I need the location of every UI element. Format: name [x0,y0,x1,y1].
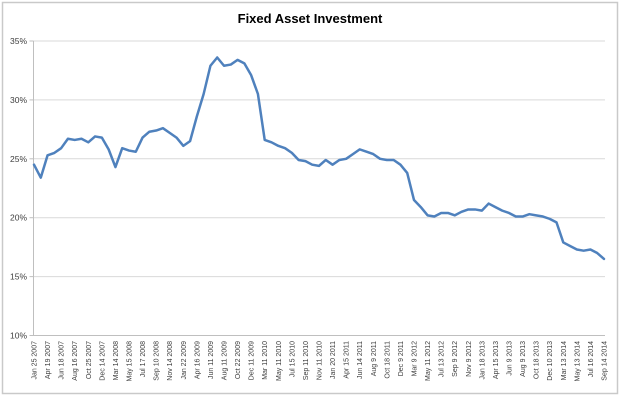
x-axis-tick-label: Sep 14 2014 [602,341,609,381]
x-axis-tick-label: Apr 19 2007 [45,341,52,379]
axes [29,40,605,336]
gridlines [33,40,605,278]
x-axis-tick-label: May 11 2010 [276,341,283,381]
x-axis-tick-label: Apr 16 2009 [194,341,201,379]
x-axis-tick-label: Jun 9 2013 [507,341,514,376]
x-axis-tick-label: Aug 9 2013 [520,341,527,377]
x-axis-tick-label: May 13 2014 [574,341,581,382]
x-axis-tick-label: Jan 22 2009 [181,341,188,380]
x-axis-tick-label: Jan 18 2013 [479,341,486,380]
x-axis-tick-label: Dec 14 2007 [99,341,106,381]
x-axis-tick-label: Jul 13 2012 [439,341,446,377]
y-axis-tick-label: 35% [10,36,27,46]
x-axis-tick-label: Jan 20 2011 [330,341,337,379]
x-axis-tick-label: May 15 2008 [127,341,134,382]
x-axis-tick-label: Nov 14 2008 [167,341,174,381]
x-axis-tick-label: Dec 9 2011 [398,341,405,376]
x-axis-tick-label: Oct 22 2009 [235,341,242,379]
x-axis-labels: Jan 25 2007 Apr 19 2007 Jun 18 2007 Aug 16 … [32,341,609,382]
y-axis-tick-label: 15% [10,272,27,282]
x-axis-tick-label: Jun 11 2009 [208,341,215,379]
x-axis-tick-label: Jun 18 2007 [59,341,66,380]
x-axis-tick-label: Aug 9 2011 [371,341,378,376]
x-axis-tick-label: May 11 2012 [425,341,432,381]
x-axis-tick-label: Aug 16 2007 [72,341,79,381]
x-axis-tick-label: Jun 14 2011 [357,341,364,379]
x-axis-tick-label: Nov 11 2010 [317,341,324,380]
x-axis-tick-label: Oct 18 2013 [534,341,541,379]
y-axis-tick-label: 30% [10,95,27,105]
x-axis-tick-label: Dec 11 2009 [249,341,256,380]
y-axis-tick-label: 10% [10,331,27,341]
y-axis-tick-label: 25% [10,154,27,164]
chart-border [1,1,619,395]
x-axis-tick-label: Dec 10 2013 [547,341,554,381]
x-axis-tick-label: Mar 11 2010 [262,341,269,380]
series-line-fixed-asset-investment [32,56,606,261]
x-axis-tick-label: Oct 25 2007 [86,341,93,379]
x-axis-tick-label: Jul 15 2010 [289,341,296,377]
x-axis-tick-label: Jul 16 2014 [588,341,595,377]
x-axis-tick-label: Apr 15 2013 [493,341,500,379]
x-axis-tick-label: Apr 15 2011 [344,341,351,379]
x-axis-tick-label: Sep 9 2012 [452,341,459,377]
x-axis-tick-label: Mar 14 2008 [113,341,120,380]
x-axis-tick-label: Aug 11 2009 [222,341,229,380]
x-axis-tick-label: Nov 9 2012 [466,341,473,377]
x-axis-tick-label: Jan 25 2007 [32,341,39,380]
x-axis-tick-label: Oct 18 2011 [384,341,391,379]
x-axis-tick-label: Mar 13 2014 [561,341,568,380]
y-axis-labels: 10% 15% 20% 25% 30% 35% [10,36,27,341]
chart-title: Fixed Asset Investment [238,11,383,26]
y-axis-tick-label: 20% [10,213,27,223]
x-axis-tick-label: Jul 17 2008 [140,341,147,377]
x-axis-tick-label: Sep 10 2008 [154,341,161,381]
x-axis-tick-label: Mar 9 2012 [412,341,419,377]
x-axis-tick-label: Sep 11 2010 [303,341,310,380]
series [32,56,606,261]
